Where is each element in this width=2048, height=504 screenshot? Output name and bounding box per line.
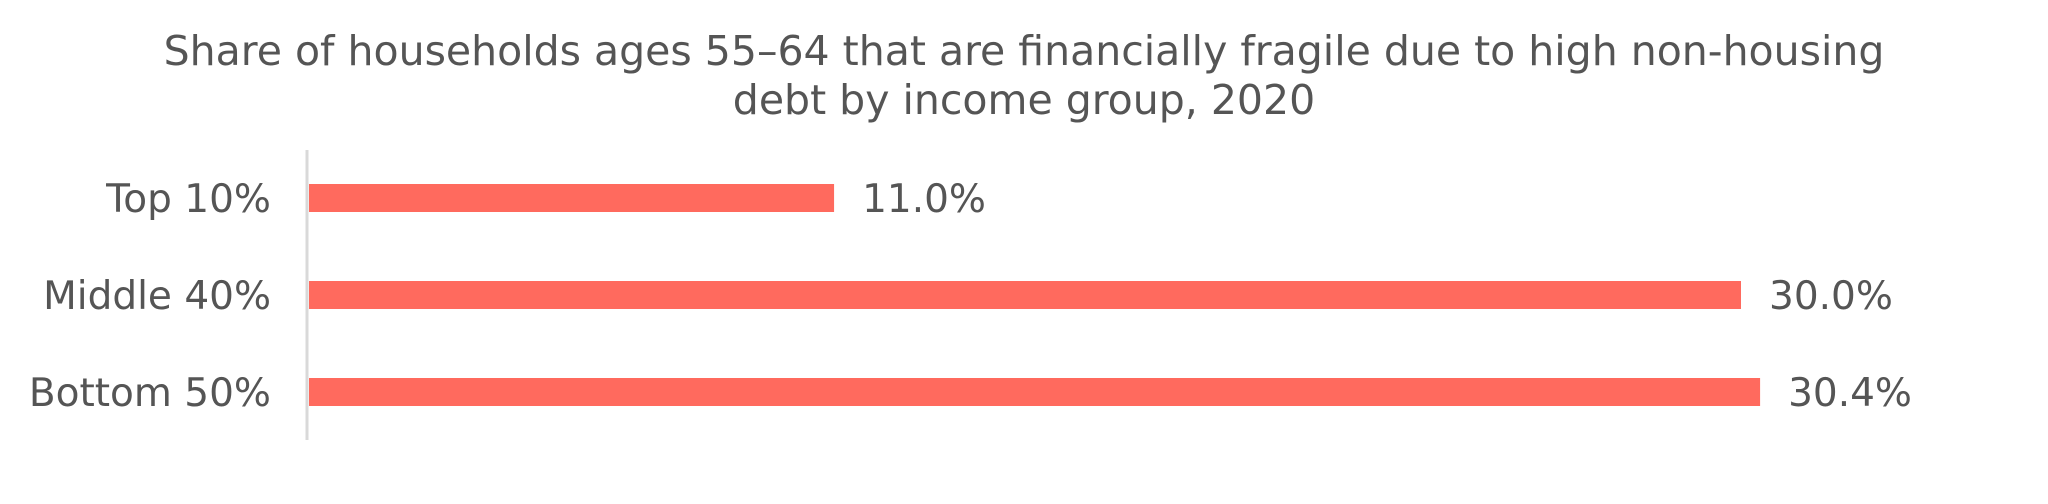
bar-1 bbox=[309, 281, 1741, 309]
chart-title-line-1: Share of households ages 55–64 that are … bbox=[164, 27, 1885, 75]
chart-title: Share of households ages 55–64 that are … bbox=[164, 27, 1885, 124]
bar-0 bbox=[309, 184, 835, 212]
category-label-0: Top 10% bbox=[105, 177, 271, 222]
category-label-2: Bottom 50% bbox=[29, 371, 271, 416]
data-label-2: 30.4% bbox=[1788, 371, 1912, 416]
category-label-1: Middle 40% bbox=[43, 274, 271, 319]
data-label-0: 11.0% bbox=[862, 177, 986, 222]
category-labels: Top 10% Middle 40% Bottom 50% bbox=[29, 177, 271, 416]
data-labels: 11.0% 30.0% 30.4% bbox=[862, 177, 1912, 416]
bar-2 bbox=[309, 378, 1761, 406]
data-label-1: 30.0% bbox=[1769, 274, 1893, 319]
chart-title-line-2: debt by income group, 2020 bbox=[733, 76, 1315, 124]
bars bbox=[309, 184, 1761, 406]
